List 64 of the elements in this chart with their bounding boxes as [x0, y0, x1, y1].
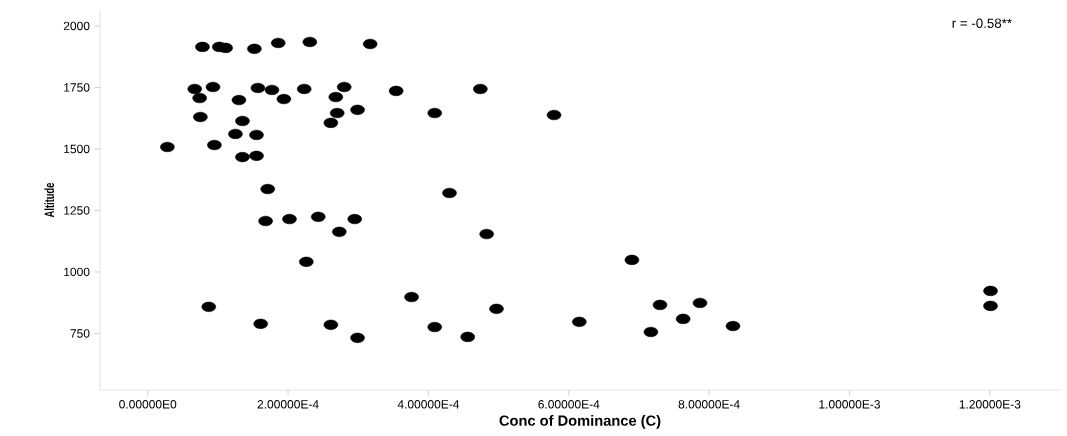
point [187, 83, 202, 95]
point [329, 107, 345, 119]
point [249, 150, 264, 161]
point [249, 129, 264, 141]
y-tick-label: 1500 [64, 144, 90, 154]
point [195, 41, 210, 52]
point [350, 332, 365, 343]
point [332, 226, 347, 237]
point [201, 301, 216, 312]
point [193, 111, 208, 123]
point [489, 303, 504, 314]
y-tick-label: 2000 [63, 21, 90, 31]
point [247, 43, 262, 54]
point [546, 109, 562, 121]
point [296, 83, 312, 95]
x-axis-title: Conc of Dominance (C) [499, 415, 661, 429]
x-tick-label: 8.00000E-4 [678, 400, 740, 409]
point [404, 291, 419, 303]
point [572, 316, 587, 327]
x-tick-label: 4.00000E-4 [397, 400, 460, 409]
point [302, 36, 318, 48]
point [160, 141, 175, 153]
point [231, 94, 247, 106]
point [336, 81, 352, 93]
point [479, 229, 494, 240]
point [460, 331, 475, 342]
y-axis-title: Altitude [44, 182, 55, 218]
point [250, 82, 266, 94]
point [362, 38, 378, 50]
point [260, 183, 275, 195]
x-tick-label: 1.20000E-3 [959, 400, 1021, 409]
x-tick-label: 2.00000E-4 [257, 400, 319, 409]
point [427, 321, 442, 333]
x-tick-label: 0.00000E0 [119, 400, 177, 409]
point [473, 83, 488, 95]
point [983, 285, 998, 296]
y-tick-label: 1250 [64, 206, 90, 215]
point [276, 93, 292, 105]
point [228, 128, 243, 140]
point [218, 42, 233, 53]
y-tick-label: 1000 [64, 267, 90, 277]
point [207, 139, 222, 151]
point [311, 211, 326, 222]
point [235, 152, 250, 163]
point [442, 187, 457, 199]
annotation: r = -0.58** [952, 18, 1012, 28]
point [282, 213, 297, 225]
point [205, 81, 221, 93]
point [983, 300, 998, 311]
y-tick-label: 1750 [64, 83, 90, 92]
x-tick-label: 1.00000E-3 [819, 400, 880, 409]
x-tick-label: 6.00000E-4 [538, 400, 600, 409]
point [235, 115, 250, 126]
point [725, 320, 741, 332]
point [258, 215, 273, 227]
point [271, 37, 286, 49]
point [192, 92, 207, 104]
point [253, 318, 268, 329]
point [643, 326, 659, 338]
point [427, 107, 442, 119]
point [350, 104, 365, 115]
y-tick-label: 750 [70, 329, 90, 338]
point [347, 213, 362, 225]
point [299, 256, 314, 267]
